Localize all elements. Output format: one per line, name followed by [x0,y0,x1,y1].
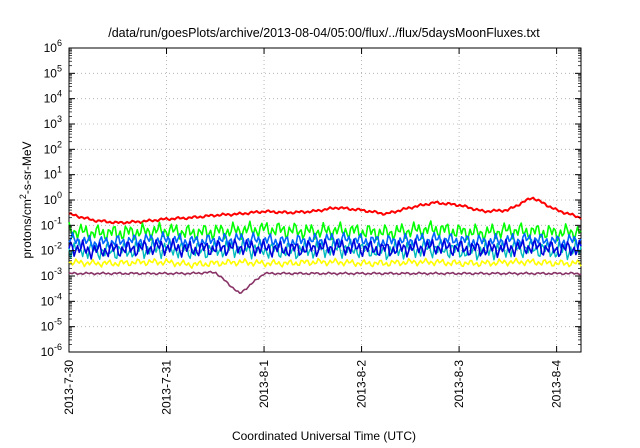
y-tick-label-base: 10 [44,168,58,182]
y-axis-ticks: 10-610-510-410-310-210-11001011021031041… [41,38,581,359]
y-tick-label-base: 10 [41,320,55,334]
y-tick-label-base: 10 [44,142,58,156]
x-tick-label: 2013-7-31 [160,360,174,415]
y-tick-label: 106 [44,38,62,55]
x-tick-label: 2013-8-1 [257,360,271,408]
y-tick-label-base: 10 [41,244,55,258]
y-tick-label-exponent: 6 [57,38,62,48]
y-tick-label-base: 10 [41,294,55,308]
y-tick-label-exponent: -4 [54,291,62,301]
chart-title: /data/run/goesPlots/archive/2013-08-04/0… [108,26,540,40]
series-line [68,196,582,225]
x-axis-ticks: 2013-7-30 2013-7-31 2013-8-1 2013-8-2 2013-8… [62,48,564,415]
y-axis-label-sup: 2 [18,194,28,199]
x-axis-label: Coordinated Universal Time (UTC) [232,429,416,443]
plot-area: 10-610-510-410-310-210-11001011021031041… [41,38,582,415]
series-layer [68,196,582,294]
y-tick-label-base: 10 [44,66,58,80]
y-axis-label-post: -s-sr-MeV [20,141,34,194]
y-tick-label-base: 10 [44,117,58,131]
x-tick-label: 2013-8-2 [355,360,369,408]
y-tick-label-exponent: -6 [54,342,62,352]
x-tick-label: 2013-8-3 [452,360,466,408]
y-tick-label-exponent: -2 [54,241,62,251]
y-tick-label-exponent: 3 [57,114,62,124]
y-tick-label-exponent: 2 [57,139,62,149]
y-tick-label-base: 10 [44,92,58,106]
grid [69,48,581,352]
y-tick-label: 10-1 [41,215,62,232]
y-tick-label: 10-4 [41,291,62,308]
y-tick-label-exponent: -5 [54,317,62,327]
y-tick-label-exponent: 5 [57,63,62,73]
series-line [68,270,582,294]
y-tick-label: 10-2 [41,241,62,258]
x-tick-label: 2013-8-4 [550,360,564,408]
y-tick-label: 10-5 [41,317,62,334]
y-tick-label: 100 [44,190,62,207]
y-tick-label-exponent: -3 [54,266,62,276]
y-tick-label-base: 10 [41,269,55,283]
y-tick-label: 103 [44,114,62,131]
series-line [68,237,582,260]
y-axis-label-pre: protons/cm [20,199,34,258]
y-tick-label-exponent: 0 [57,190,62,200]
y-tick-label-exponent: 1 [57,165,62,175]
y-tick-label-base: 10 [44,193,58,207]
y-tick-label: 105 [44,63,62,80]
y-tick-label: 102 [44,139,62,156]
y-tick-label-base: 10 [44,41,58,55]
y-tick-label-base: 10 [41,345,55,359]
y-tick-label-exponent: -1 [54,215,62,225]
series-line [68,257,582,269]
y-tick-label: 10-3 [41,266,62,283]
y-axis-label: protons/cm2-s-sr-MeV [18,141,34,258]
y-tick-label-base: 10 [41,218,55,232]
series-line [68,220,582,243]
y-tick-label: 101 [44,165,62,182]
y-tick-label: 10-6 [41,342,62,359]
y-tick-label: 104 [44,89,62,106]
y-tick-label-exponent: 4 [57,89,62,99]
x-tick-label: 2013-7-30 [62,360,76,415]
